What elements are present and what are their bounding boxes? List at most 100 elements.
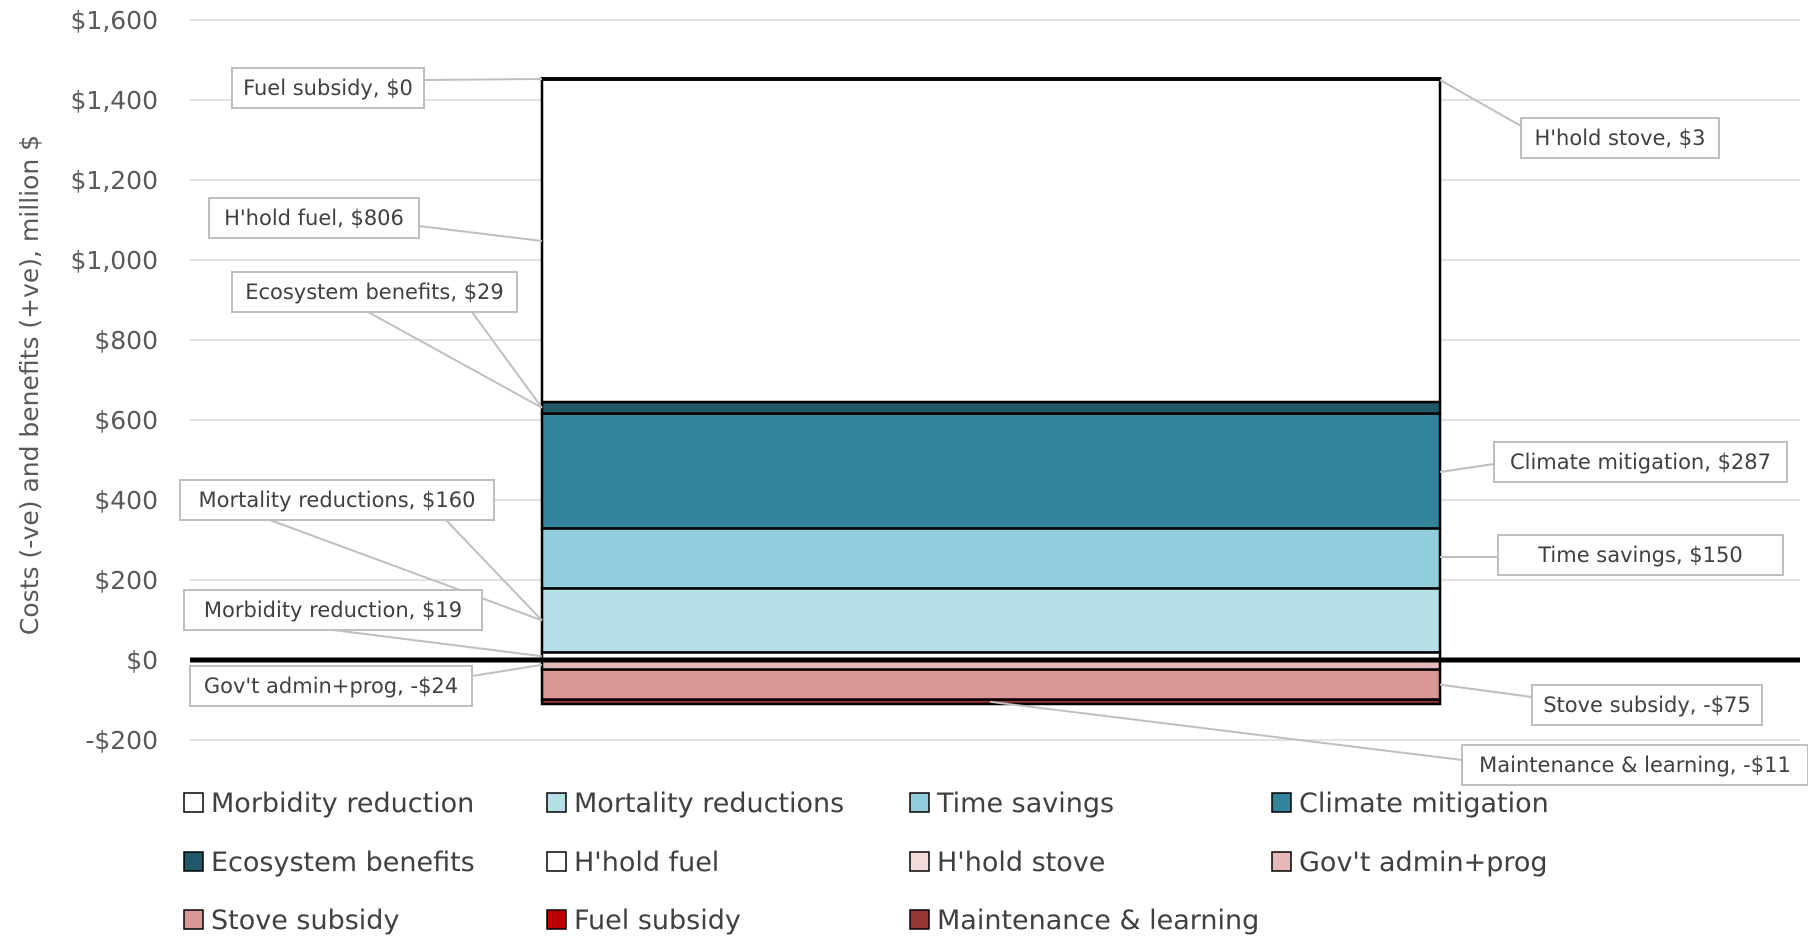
callout-fuel-subsidy: Fuel subsidy, $0: [231, 67, 543, 109]
callout-box: [1520, 117, 1720, 159]
legend-label: Climate mitigation: [1299, 788, 1549, 819]
legend: Morbidity reduction Mortality reductions T…: [183, 788, 1549, 936]
bar-segment-mortality-reductions: [540, 587, 1442, 654]
y-axis-label: Costs (-ve) and benefits (+ve), million …: [15, 135, 44, 635]
legend-item-gov-t-admin-prog: Gov't admin+prog: [1271, 847, 1548, 878]
legend-item-stove-subsidy: Stove subsidy: [183, 905, 399, 936]
legend-swatch: [546, 851, 567, 872]
y-tick-label: $1,000: [71, 246, 158, 275]
callout-box: [1493, 441, 1788, 483]
callout-leader-line: [471, 311, 543, 409]
callout-leader-line: [445, 519, 543, 622]
callout-leader-line: [989, 700, 1463, 761]
callout-ecosystem-benefits: Ecosystem benefits, $29: [231, 271, 543, 409]
bar-segment-stove-subsidy: [540, 668, 1442, 701]
y-tick-label: $400: [94, 486, 158, 515]
callout-h-hold-fuel: H'hold fuel, $806: [208, 197, 543, 242]
callout-box: [1497, 534, 1784, 576]
callout-label: Ecosystem benefits, $29: [245, 280, 504, 304]
callout-label: Gov't admin+prog, -$24: [204, 674, 458, 698]
legend-label: Mortality reductions: [574, 788, 844, 819]
callout-box: [183, 589, 483, 631]
callout-label: Mortality reductions, $160: [199, 488, 476, 512]
bar-segment-h-hold-fuel: [540, 78, 1442, 404]
callout-box: [1461, 744, 1808, 786]
callout-box: [189, 665, 473, 707]
callout-label: H'hold stove, $3: [1534, 126, 1705, 150]
callout-box: [231, 271, 518, 313]
legend-swatch: [909, 909, 930, 930]
callout-label: H'hold fuel, $806: [224, 206, 404, 230]
callout-leader-line: [471, 663, 543, 677]
callout-box: [208, 197, 420, 239]
legend-label: H'hold stove: [937, 847, 1105, 878]
callout-box: [179, 479, 495, 521]
callout-leader-line: [1439, 463, 1495, 473]
legend-swatch: [1271, 851, 1292, 872]
legend-label: H'hold fuel: [574, 847, 719, 878]
y-tick-label: $0: [126, 646, 158, 675]
callout-time-savings: Time savings, $150: [1440, 534, 1784, 576]
legend-item-fuel-subsidy: Fuel subsidy: [546, 905, 741, 936]
legend-item-h-hold-stove: H'hold stove: [909, 847, 1105, 878]
legend-label: Maintenance & learning: [937, 905, 1259, 936]
legend-item-time-savings: Time savings: [909, 788, 1114, 819]
legend-label: Morbidity reduction: [211, 788, 474, 819]
legend-item-h-hold-fuel: H'hold fuel: [546, 847, 719, 878]
callout-mortality-reductions: Mortality reductions, $160: [179, 479, 543, 622]
legend-item-climate-mitigation: Climate mitigation: [1271, 788, 1549, 819]
callout-box: [231, 67, 425, 109]
callout-maintenance-learning: Maintenance & learning, -$11: [989, 700, 1808, 786]
y-tick-label: $200: [94, 566, 158, 595]
y-tick-label: $600: [94, 406, 158, 435]
legend-swatch: [183, 909, 204, 930]
legend-swatch: [546, 909, 567, 930]
legend-swatch: [183, 851, 204, 872]
legend-label: Stove subsidy: [211, 905, 399, 936]
legend-swatch: [183, 792, 204, 813]
callout-leader-line: [332, 629, 543, 658]
callout-label: Stove subsidy, -$75: [1543, 693, 1751, 717]
callout-label: Morbidity reduction, $19: [204, 598, 462, 622]
callout-box: [1531, 684, 1763, 726]
y-tick-label: $1,400: [71, 86, 158, 115]
callout-leader-line: [367, 311, 543, 409]
callout-gov-t-admin-prog: Gov't admin+prog, -$24: [189, 663, 543, 707]
legend-swatch: [546, 792, 567, 813]
legend-swatch: [909, 851, 930, 872]
callout-label: Climate mitigation, $287: [1510, 450, 1771, 474]
legend-swatch: [909, 792, 930, 813]
callout-h-hold-stove: H'hold stove, $3: [1439, 79, 1720, 159]
y-tick-label: $1,200: [71, 166, 158, 195]
callout-climate-mitigation: Climate mitigation, $287: [1439, 441, 1788, 483]
data-callouts: Fuel subsidy, $0 H'hold stove, $3 H'hold f…: [179, 67, 1808, 786]
bar-segment-ecosystem-benefits: [540, 400, 1442, 415]
legend-item-maintenance-learning: Maintenance & learning: [909, 905, 1259, 936]
legend-item-ecosystem-benefits: Ecosystem benefits: [183, 847, 475, 878]
callout-label: Time savings, $150: [1537, 543, 1743, 567]
callout-leader-line: [1439, 683, 1533, 698]
callout-label: Fuel subsidy, $0: [243, 76, 413, 100]
callout-leader-line: [1439, 79, 1522, 127]
legend-label: Gov't admin+prog: [1299, 847, 1548, 878]
y-axis-ticks: -$200 $0 $200 $400 $600 $800 $1,000 $1,200 $1,40…: [71, 6, 158, 755]
callout-leader-line: [269, 519, 543, 622]
legend-swatch: [1271, 792, 1292, 813]
legend-label: Fuel subsidy: [574, 905, 741, 936]
callout-stove-subsidy: Stove subsidy, -$75: [1439, 683, 1763, 726]
bar-segment-time-savings: [540, 527, 1442, 590]
y-tick-label: -$200: [85, 726, 158, 755]
legend-item-morbidity-reduction: Morbidity reduction: [183, 788, 474, 819]
legend-item-mortality-reductions: Mortality reductions: [546, 788, 844, 819]
y-tick-label: $800: [94, 326, 158, 355]
stacked-bar: [540, 77, 1442, 706]
legend-label: Ecosystem benefits: [211, 847, 475, 878]
bar-segment-climate-mitigation: [540, 412, 1442, 530]
callout-leader-line: [423, 78, 543, 81]
callout-leader-line: [418, 225, 543, 242]
callout-morbidity-reduction: Morbidity reduction, $19: [183, 589, 543, 658]
legend-label: Time savings: [936, 788, 1114, 819]
callout-label: Maintenance & learning, -$11: [1479, 753, 1791, 777]
